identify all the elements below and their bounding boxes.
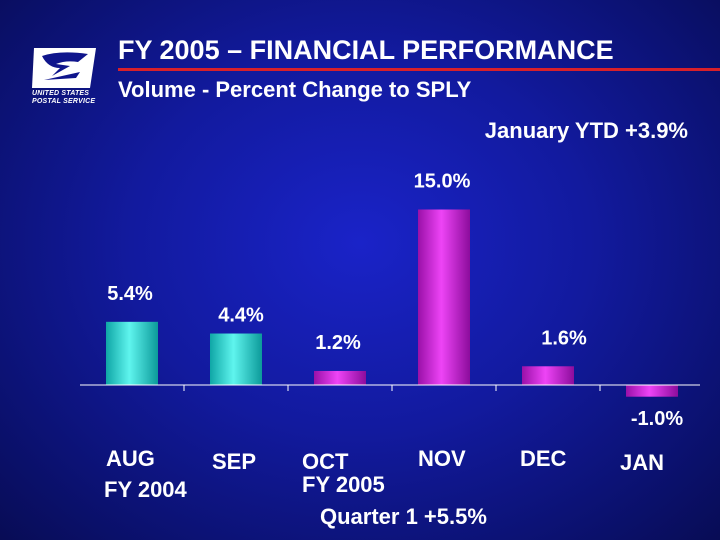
category-label-aug: AUG xyxy=(106,446,155,471)
logo-text: UNITED STATES POSTAL SERVICE xyxy=(32,90,96,105)
category-label-nov: NOV xyxy=(418,446,466,471)
value-label-dec: 1.6% xyxy=(541,327,587,349)
category-label-dec: DEC xyxy=(520,446,567,471)
fiscal-year-label-2005: FY 2005 xyxy=(302,472,385,497)
category-label-jan: JAN xyxy=(620,450,665,475)
eagle-logo-icon xyxy=(32,48,96,88)
page-title: FY 2005 – FINANCIAL PERFORMANCE xyxy=(118,35,614,65)
ytd-annotation: January YTD +3.9% xyxy=(484,118,688,143)
bar-aug xyxy=(106,321,158,385)
category-label-sep: SEP xyxy=(212,449,257,474)
value-label-aug: 5.4% xyxy=(107,283,153,305)
title-divider xyxy=(118,68,720,71)
value-label-oct: 1.2% xyxy=(315,332,361,354)
bar-sep xyxy=(210,333,262,385)
page-subtitle: Volume - Percent Change to SPLY xyxy=(118,77,472,102)
fiscal-year-label-2004: FY 2004 xyxy=(104,477,187,502)
bar-nov xyxy=(418,209,470,385)
bar-oct xyxy=(314,370,366,385)
bar-jan xyxy=(626,385,678,397)
value-label-sep: 4.4% xyxy=(218,305,264,327)
value-label-jan: -1.0% xyxy=(631,408,683,430)
value-label-nov: 15.0% xyxy=(414,171,471,193)
bar-dec xyxy=(522,366,574,385)
quarter-1-annotation: Quarter 1 +5.5% xyxy=(320,504,487,529)
category-label-oct: OCT xyxy=(302,449,349,474)
